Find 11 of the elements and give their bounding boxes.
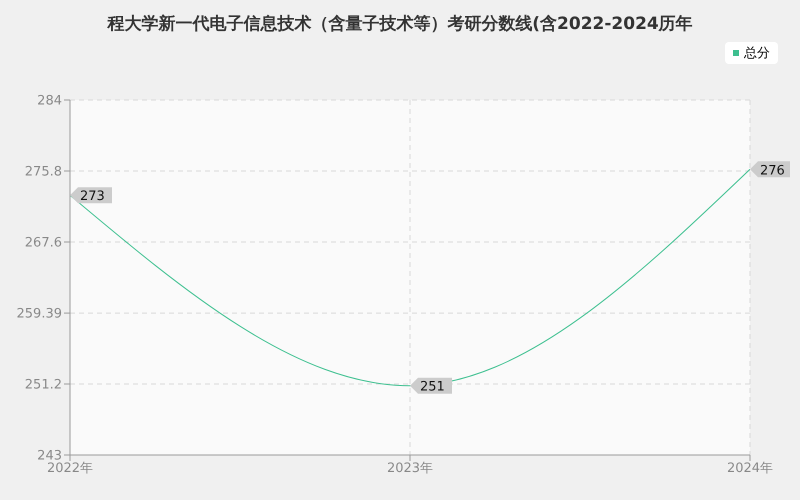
y-tick-label: 259.39	[16, 306, 62, 322]
x-tick-label: 2024年	[726, 461, 774, 476]
y-tick-label: 251.2	[24, 378, 62, 393]
y-tick-label: 275.8	[24, 164, 62, 180]
x-tick-label: 2023年	[386, 461, 434, 476]
chart-title: 程大学新一代电子信息技术（含量子技术等）考研分数线(含2022-2024历年	[106, 13, 694, 35]
x-tick-label: 2022年	[46, 461, 94, 476]
y-tick-label: 284	[37, 94, 62, 109]
y-tick-label: 267.6	[24, 236, 62, 251]
y-tick-label: 243	[37, 448, 62, 464]
legend-label: 总分	[743, 45, 770, 62]
